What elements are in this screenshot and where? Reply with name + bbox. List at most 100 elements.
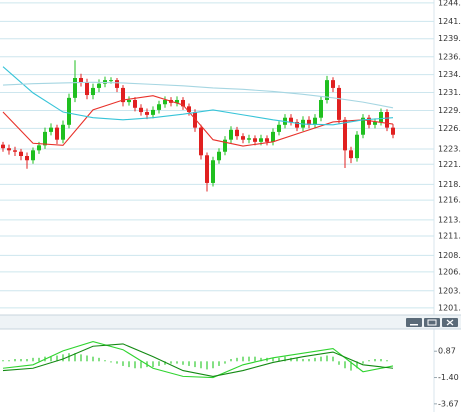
indicator-line	[2, 81, 394, 109]
candle-body	[211, 160, 215, 183]
candle-body	[223, 139, 227, 152]
y-tick-label: 1216.	[438, 196, 461, 205]
candle-body	[151, 109, 155, 115]
candle-body	[127, 99, 131, 103]
y-tick-label: 1201.	[438, 303, 461, 312]
candle-body	[235, 129, 239, 137]
y-tick-label: 1208.	[438, 251, 461, 260]
y-tick-label: 1236.	[438, 52, 461, 61]
candle-body	[157, 104, 161, 110]
candle-body	[109, 80, 113, 82]
y-tick-label: 1241.	[438, 17, 461, 26]
candle-body	[43, 131, 47, 146]
y-tick-label: 1244.	[438, 0, 461, 7]
candle-body	[205, 155, 209, 183]
candle-body	[379, 112, 383, 122]
minimize-icon	[410, 324, 418, 326]
candle-body	[139, 107, 143, 113]
candle-body	[337, 87, 341, 120]
candle-body	[259, 138, 263, 142]
candle-body	[217, 151, 221, 161]
candle-body	[367, 117, 371, 125]
indicator-line	[2, 95, 394, 147]
candle-body	[37, 145, 41, 151]
y-tick-label: 1234.	[438, 70, 461, 79]
candle-body	[25, 156, 29, 161]
candle-body	[175, 99, 179, 103]
candle-body	[355, 134, 359, 159]
y-tick-label: 1231.	[438, 88, 461, 97]
candle-body	[1, 144, 5, 149]
y-tick-label: -1.40	[438, 373, 459, 382]
candle-body	[61, 124, 65, 140]
indicator-line	[2, 343, 394, 377]
candle-body	[289, 117, 293, 122]
candle-body	[193, 112, 197, 128]
y-tick-label: 1239.	[438, 34, 461, 43]
candle-body	[103, 80, 107, 84]
candle-body	[373, 121, 377, 125]
candle-body	[343, 119, 347, 151]
candle-body	[79, 78, 83, 83]
candle-body	[31, 150, 35, 161]
minimize-button[interactable]	[406, 318, 422, 327]
candle-body	[7, 148, 11, 151]
maximize-button[interactable]	[424, 318, 440, 327]
candle-body	[265, 138, 269, 142]
close-icon	[446, 319, 454, 326]
candle-body	[85, 82, 89, 96]
y-tick-label: 1213.	[438, 215, 461, 224]
y-tick-label: -3.67	[438, 399, 459, 408]
candle-body	[97, 83, 101, 88]
y-tick-label: 1203.	[438, 286, 461, 295]
candle-body	[73, 78, 77, 98]
pane-divider	[0, 315, 461, 329]
y-tick-label: 1223.	[438, 144, 461, 153]
y-tick-label: 1229.	[438, 106, 461, 115]
maximize-icon	[427, 319, 437, 326]
candles	[1, 60, 395, 192]
candle-body	[331, 80, 335, 88]
candle-body	[13, 150, 17, 152]
candle-body	[313, 117, 317, 125]
candle-body	[229, 129, 233, 140]
candle-body	[307, 119, 311, 125]
candle-body	[361, 117, 365, 135]
y-tick-label: 1226.	[438, 124, 461, 133]
pane-toolbar	[406, 318, 458, 327]
y-tick-label: 1211.	[438, 232, 461, 241]
candle-body	[385, 112, 389, 128]
candle-body	[199, 127, 203, 156]
candle-body	[277, 124, 281, 132]
candle-body	[187, 106, 191, 113]
candle-body	[325, 80, 329, 100]
candle-body	[67, 97, 71, 125]
candle-body	[247, 138, 251, 140]
candle-body	[241, 136, 245, 140]
candle-body	[253, 138, 257, 142]
candle-body	[115, 80, 119, 88]
indicator-line	[2, 341, 394, 379]
candle-body	[55, 127, 59, 140]
candle-body	[91, 87, 95, 96]
candle-body	[145, 112, 149, 115]
candle-body	[19, 151, 23, 156]
candle-body	[181, 99, 185, 107]
candle-body	[133, 99, 137, 108]
candle-body	[271, 131, 275, 142]
candle-body	[163, 99, 167, 105]
candle-body	[349, 150, 353, 159]
candle-body	[319, 99, 323, 118]
candle-body	[391, 127, 395, 135]
indicator-line	[2, 66, 394, 126]
y-tick-label: 1218.	[438, 180, 461, 189]
y-tick-label: 1221.	[438, 160, 461, 169]
candle-body	[295, 121, 299, 128]
candle-body	[121, 87, 125, 103]
y-tick-label: 0.87	[438, 347, 456, 356]
y-tick-label: 1206.	[438, 267, 461, 276]
candle-body	[49, 127, 53, 132]
